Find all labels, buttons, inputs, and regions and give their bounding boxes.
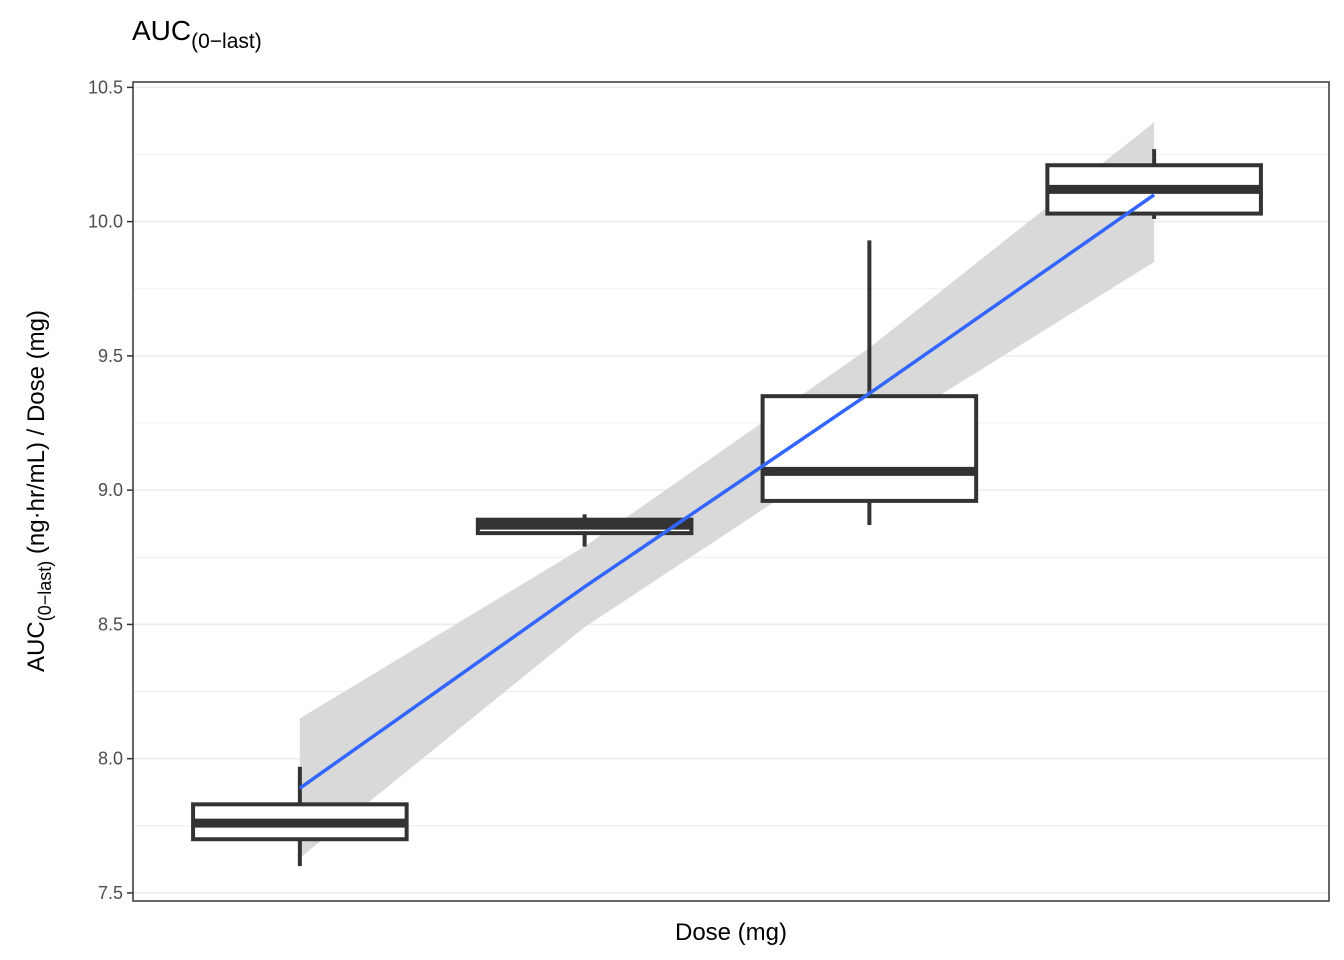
y-tick-label: 8.5 bbox=[98, 614, 123, 634]
plot-panel bbox=[132, 81, 1330, 902]
panel-border bbox=[132, 81, 1330, 902]
box-1 bbox=[191, 766, 409, 867]
y-tick-label: 9.5 bbox=[98, 346, 123, 366]
y-tick-label: 9.0 bbox=[98, 480, 123, 500]
x-axis-title: Dose (mg) bbox=[675, 919, 787, 946]
y-tick-label: 10.0 bbox=[88, 212, 123, 232]
y-tick-label: 8.0 bbox=[98, 749, 123, 769]
box-2 bbox=[475, 514, 694, 547]
y-tick-label: 7.5 bbox=[98, 883, 123, 903]
trend-line bbox=[298, 193, 1156, 790]
box-4 bbox=[1045, 149, 1263, 219]
boxplots bbox=[191, 149, 1263, 867]
box-iqr bbox=[760, 394, 979, 503]
y-tick-label: 10.5 bbox=[88, 77, 123, 97]
plot-title: AUC(0−last) bbox=[132, 15, 262, 53]
box-3 bbox=[760, 240, 979, 526]
y-axis: 7.5 8.0 8.5 9.0 9.5 10.0 10.5 bbox=[88, 77, 133, 903]
y-axis-title: AUC(0−last) (ng·hr/mL) / Dose (mg) bbox=[23, 310, 55, 672]
